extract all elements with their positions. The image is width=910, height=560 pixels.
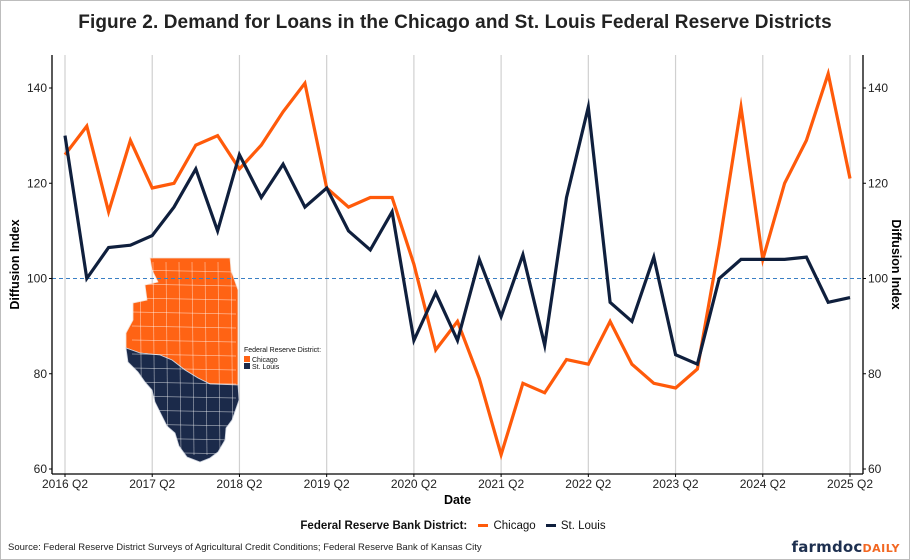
- y-tick-label-right: 120: [868, 176, 888, 190]
- x-tick-label: 2021 Q2: [478, 477, 524, 491]
- source-note: Source: Federal Reserve District Surveys…: [8, 542, 482, 553]
- y-tick-label-right: 60: [868, 462, 882, 476]
- county-border: [165, 261, 169, 456]
- chart-legend: Federal Reserve Bank District: Chicago S…: [0, 520, 910, 532]
- logo-accent: DAILY: [862, 542, 900, 555]
- y-tick-label-left: 140: [27, 81, 47, 95]
- x-tick-label: 2019 Q2: [304, 477, 350, 491]
- x-tick-label: 2018 Q2: [216, 477, 262, 491]
- inset-legend-swatch-st-louis: [244, 363, 250, 369]
- x-tick-label: 2016 Q2: [42, 477, 88, 491]
- county-border: [191, 261, 195, 456]
- county-border: [178, 261, 182, 456]
- inset-legend-title: Federal Reserve District:: [244, 347, 321, 354]
- county-border: [204, 261, 208, 456]
- x-tick-label: 2017 Q2: [129, 477, 175, 491]
- axes: 60 60 80 80 100 100 120 120 140 140 2016 Q2 2017 Q2…: [27, 55, 888, 491]
- inset-legend-swatch-chicago: [244, 356, 250, 362]
- x-tick-label: 2025 Q2: [827, 477, 873, 491]
- legend-label-st-louis: St. Louis: [560, 520, 606, 532]
- y-tick-label-left: 80: [34, 367, 48, 381]
- county-border: [131, 381, 237, 385]
- x-tick-label: 2020 Q2: [391, 477, 437, 491]
- legend-swatch-chicago: [478, 524, 489, 528]
- inset-legend-label-chicago: Chicago: [252, 357, 278, 364]
- inset-legend-label-st-louis: St. Louis: [252, 364, 280, 371]
- county-border: [217, 261, 221, 456]
- y-tick-label-left: 100: [27, 272, 47, 286]
- inset-map-legend: Federal Reserve District: Chicago St. Lo…: [244, 347, 321, 371]
- legend-title: Federal Reserve Bank District:: [300, 520, 468, 532]
- y-tick-label-right: 140: [868, 81, 888, 95]
- x-tick-label: 2024 Q2: [740, 477, 786, 491]
- y-axis-label-left: Diffusion Index: [8, 219, 22, 309]
- y-tick-label-left: 120: [27, 176, 47, 190]
- y-tick-label-right: 100: [868, 272, 888, 286]
- illinois-inset-map: [125, 257, 240, 463]
- y-axis-label-right: Diffusion Index: [889, 219, 903, 309]
- y-tick-label-left: 60: [34, 462, 48, 476]
- x-axis-label: Date: [444, 493, 471, 507]
- x-tick-label: 2022 Q2: [565, 477, 611, 491]
- series-lines: [63, 67, 852, 461]
- logo-main: farmdoc: [791, 538, 863, 556]
- x-tick-label: 2023 Q2: [653, 477, 699, 491]
- series-points-st-louis: [64, 106, 851, 365]
- county-border: [131, 367, 237, 371]
- county-border: [131, 283, 237, 287]
- chart-title: Figure 2. Demand for Loans in the Chicag…: [78, 12, 832, 33]
- legend-swatch-st-louis: [545, 524, 556, 528]
- legend-label-chicago: Chicago: [493, 520, 536, 532]
- farmdoc-daily-logo: farmdocDAILY: [791, 538, 900, 556]
- y-tick-label-right: 80: [868, 367, 882, 381]
